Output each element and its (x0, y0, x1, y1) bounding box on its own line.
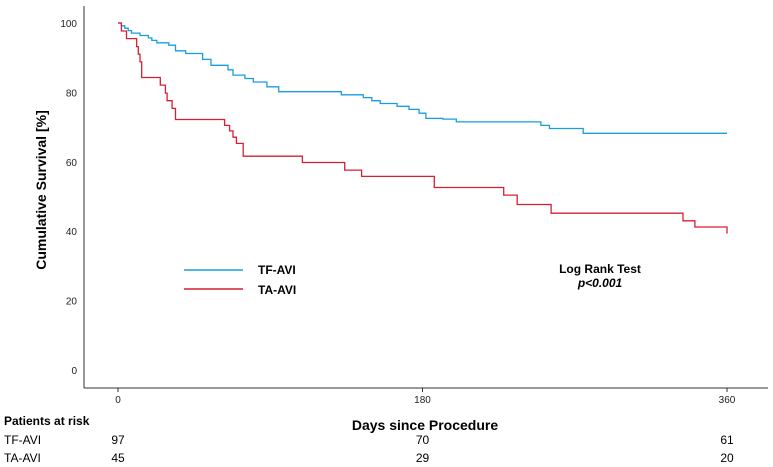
axes (83, 6, 768, 389)
y-tick-label-60: 60 (66, 158, 78, 169)
risk-values: 97 70 61 45 29 20 (111, 433, 734, 465)
series-group (118, 22, 728, 234)
risk-row-label-tf-avi: TF-AVI (4, 433, 41, 447)
patients-at-risk-table: Patients at risk TF-AVI TA-AVI 97 70 61 45 2… (4, 414, 734, 465)
series-line-ta-avi (118, 22, 728, 234)
risk-value-tf-avi-360: 61 (720, 433, 734, 447)
legend-label-tf-avi: TF-AVI (258, 263, 296, 277)
risk-value-ta-avi-180: 29 (416, 451, 430, 465)
x-tick-label-180: 180 (414, 395, 431, 406)
series-line-tf-avi (118, 22, 727, 134)
risk-row-label-ta-avi: TA-AVI (4, 451, 41, 465)
x-ticks: 0 180 360 (115, 388, 736, 406)
legend: TF-AVI TA-AVI (184, 263, 296, 297)
risk-table-title: Patients at risk (4, 414, 90, 428)
legend-label-ta-avi: TA-AVI (258, 283, 296, 297)
x-tick-label-360: 360 (719, 395, 736, 406)
x-axis-title: Days since Procedure (352, 417, 499, 433)
risk-value-ta-avi-0: 45 (111, 451, 125, 465)
y-tick-label-20: 20 (66, 297, 78, 308)
y-tick-label-40: 40 (66, 227, 78, 238)
annotation-log-rank: Log Rank Test (559, 262, 641, 276)
y-tick-label-80: 80 (66, 88, 78, 99)
y-axis-title: Cumulative Survival [%] (33, 110, 49, 270)
x-tick-label-0: 0 (115, 395, 121, 406)
y-ticks: 0 20 40 60 80 100 (60, 19, 77, 377)
y-tick-label-100: 100 (60, 19, 77, 30)
y-tick-label-0: 0 (71, 366, 77, 377)
annotation-p-value: p<0.001 (577, 276, 623, 290)
risk-value-tf-avi-180: 70 (416, 433, 430, 447)
risk-value-ta-avi-360: 20 (720, 451, 734, 465)
risk-value-tf-avi-0: 97 (111, 433, 125, 447)
